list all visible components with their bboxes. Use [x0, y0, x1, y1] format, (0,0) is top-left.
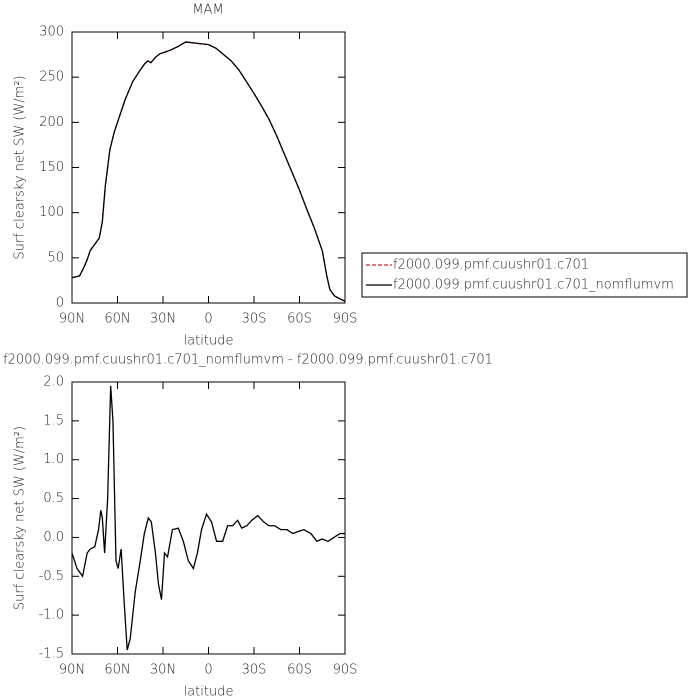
- x-tick-label: 60N: [104, 663, 130, 678]
- y-tick-label: -1.5: [39, 647, 64, 662]
- x-tick-label: 0: [204, 663, 212, 678]
- y-axis-label: Surf clearsky net SW (W/m²): [13, 426, 28, 610]
- y-tick-label: -0.5: [39, 569, 64, 584]
- x-tick-label: 90S: [333, 663, 358, 678]
- y-tick-label: 0: [56, 296, 64, 311]
- legend-label: f2000.099.pmf.cuushr01.c701: [393, 258, 589, 273]
- x-axis-label: latitude: [184, 334, 234, 349]
- x-tick-label: 60N: [104, 312, 130, 327]
- x-tick-label: 0: [204, 312, 212, 327]
- y-tick-label: 50: [47, 250, 64, 265]
- x-tick-label: 90N: [59, 312, 85, 327]
- legend-label: f2000.099.pmf.cuushr01.c701_nomflumvm: [393, 278, 674, 293]
- x-axis-label: latitude: [184, 685, 234, 700]
- y-tick-label: 150: [39, 160, 64, 175]
- y-tick-label: 0.0: [43, 530, 64, 545]
- x-tick-label: 30N: [150, 312, 176, 327]
- plot-frame: [71, 381, 346, 655]
- x-tick-label: 30N: [150, 663, 176, 678]
- data-line: [71, 41, 346, 302]
- y-tick-label: 200: [39, 115, 64, 130]
- data-line: [71, 385, 345, 651]
- legend-box: [361, 252, 688, 298]
- x-tick-label: 30S: [242, 312, 267, 327]
- y-tick-label: -1.0: [39, 608, 64, 623]
- y-tick-label: 300: [39, 25, 64, 40]
- chart-title: f2000.099.pmf.cuushr01.c701_nomflumvm - …: [3, 353, 493, 368]
- y-tick-label: 1.5: [43, 413, 64, 428]
- x-tick-label: 60S: [287, 312, 312, 327]
- x-tick-label: 90N: [59, 663, 85, 678]
- x-tick-label: 60S: [287, 663, 312, 678]
- plot-frame: [71, 31, 346, 304]
- y-tick-label: 2.0: [43, 375, 64, 390]
- chart-title: MAM: [192, 3, 223, 18]
- y-tick-label: 250: [39, 70, 64, 85]
- y-axis-label: Surf clearsky net SW (W/m²): [13, 75, 28, 259]
- y-tick-label: 0.5: [43, 491, 64, 506]
- x-tick-label: 90S: [333, 312, 358, 327]
- data-line: [71, 41, 346, 302]
- y-tick-label: 1.0: [43, 452, 64, 467]
- y-tick-label: 100: [39, 205, 64, 220]
- x-tick-label: 30S: [242, 663, 267, 678]
